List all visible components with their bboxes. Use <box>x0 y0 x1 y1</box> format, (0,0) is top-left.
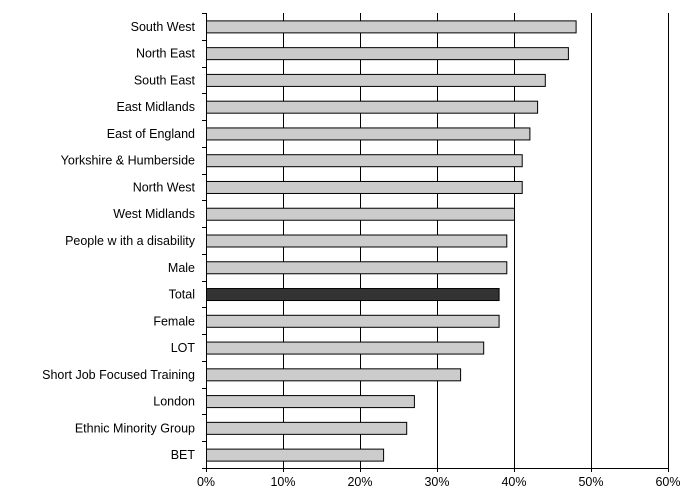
category-label: East of England <box>107 127 195 141</box>
bar <box>207 181 523 193</box>
category-label: Short Job Focused Training <box>42 368 195 382</box>
bar <box>207 396 415 408</box>
bar <box>207 342 484 354</box>
category-label: Total <box>169 288 195 302</box>
x-tick-label: 0% <box>197 475 215 489</box>
category-label: Male <box>168 261 195 275</box>
category-label: East Midlands <box>116 100 195 114</box>
x-tick-label: 60% <box>655 475 680 489</box>
x-tick-label: 40% <box>501 475 526 489</box>
category-label: Female <box>153 314 195 328</box>
category-label: BET <box>171 448 196 462</box>
category-label: North East <box>136 47 196 61</box>
bar <box>207 48 569 60</box>
bar <box>207 101 538 113</box>
bar <box>207 289 500 301</box>
category-label: North West <box>133 180 196 194</box>
bar <box>207 369 461 381</box>
x-tick-labels: 0% 10% 20% 30% 40% 50% 60% <box>197 475 681 489</box>
bar <box>207 235 507 247</box>
x-tick-label: 20% <box>347 475 372 489</box>
category-label: West Midlands <box>113 207 195 221</box>
x-tick-label: 30% <box>424 475 449 489</box>
bar <box>207 74 546 86</box>
x-tick-label: 10% <box>270 475 295 489</box>
bar <box>207 315 500 327</box>
bar <box>207 208 515 220</box>
bar <box>207 155 523 167</box>
category-label: London <box>153 395 195 409</box>
category-label: Ethnic Minority Group <box>75 421 195 435</box>
bars <box>207 21 577 461</box>
category-label: Yorkshire & Humberside <box>61 154 195 168</box>
category-label: People w ith a disability <box>65 234 196 248</box>
category-labels: South West North East South East East Midla… <box>42 20 196 462</box>
x-tick-label: 50% <box>578 475 603 489</box>
bar <box>207 422 407 434</box>
bar <box>207 21 577 33</box>
bar <box>207 449 384 461</box>
bar <box>207 262 507 274</box>
category-label: South West <box>131 20 196 34</box>
category-label: South East <box>134 73 196 87</box>
category-label: LOT <box>171 341 196 355</box>
bar <box>207 128 530 140</box>
